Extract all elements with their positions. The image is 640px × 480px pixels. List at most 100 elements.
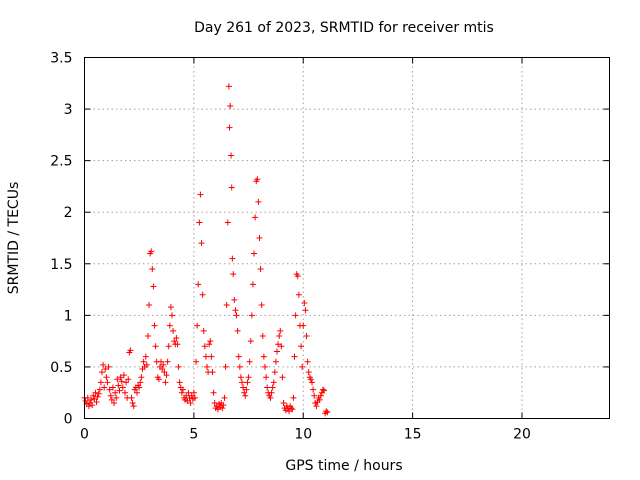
data-point	[234, 327, 241, 334]
data-point	[115, 382, 122, 389]
data-point	[163, 372, 170, 379]
data-point	[305, 369, 312, 376]
data-point	[123, 379, 130, 386]
data-point	[100, 361, 107, 368]
chart-title: Day 261 of 2023, SRMTID for receiver mti…	[194, 20, 494, 36]
data-point	[178, 389, 185, 396]
data-point	[246, 358, 253, 365]
data-point	[226, 124, 233, 131]
data-point	[158, 358, 165, 365]
data-point	[228, 152, 235, 159]
data-point	[206, 341, 213, 348]
data-point	[264, 384, 271, 391]
data-point	[260, 353, 267, 360]
data-points	[81, 83, 331, 417]
data-point	[89, 402, 96, 409]
data-point	[302, 307, 309, 314]
data-point	[116, 387, 123, 394]
y-tick-label: 2	[64, 205, 73, 221]
data-point	[103, 374, 110, 381]
data-point	[171, 338, 178, 345]
data-point	[208, 353, 215, 360]
data-point	[269, 384, 276, 391]
data-point	[184, 397, 191, 404]
data-point	[88, 396, 95, 403]
data-point	[271, 369, 278, 376]
data-point	[309, 379, 315, 386]
data-point	[125, 376, 132, 383]
data-point	[241, 389, 248, 396]
data-point	[316, 396, 323, 403]
data-point	[196, 219, 203, 226]
data-point	[317, 392, 324, 399]
data-point	[94, 393, 101, 400]
data-point	[187, 400, 194, 407]
data-point	[277, 327, 284, 334]
data-point	[237, 374, 244, 381]
data-point	[143, 361, 150, 368]
data-point	[176, 379, 183, 386]
data-point	[148, 248, 155, 255]
data-point	[231, 296, 238, 303]
data-point	[190, 389, 197, 396]
data-point	[288, 405, 295, 412]
data-point	[120, 372, 127, 379]
data-point	[150, 283, 157, 290]
data-point	[236, 363, 243, 370]
data-point	[188, 392, 195, 399]
data-point	[164, 358, 171, 365]
data-point	[200, 327, 207, 334]
data-point	[280, 400, 287, 407]
data-point	[183, 392, 190, 399]
y-tick-label: 0.5	[50, 360, 72, 376]
data-point	[130, 403, 137, 410]
data-point	[93, 398, 100, 405]
data-point	[233, 312, 240, 319]
data-point	[252, 214, 259, 221]
data-point	[228, 184, 235, 191]
x-tick-label: 5	[189, 427, 198, 443]
data-point	[106, 386, 113, 393]
data-point	[191, 394, 198, 401]
data-point	[303, 332, 310, 339]
data-point	[195, 281, 202, 288]
data-point	[230, 271, 237, 278]
data-point	[140, 358, 147, 365]
data-point	[292, 312, 299, 319]
data-point	[248, 312, 255, 319]
data-point	[272, 358, 279, 365]
data-point	[127, 347, 134, 354]
data-point	[249, 281, 256, 288]
data-point	[240, 384, 247, 391]
data-point	[261, 363, 268, 370]
x-tick-label: 10	[294, 427, 312, 443]
data-point	[321, 387, 328, 394]
data-point	[301, 299, 308, 306]
data-point	[129, 400, 136, 407]
data-point	[251, 250, 258, 257]
y-tick-label: 0	[64, 412, 73, 428]
data-point	[209, 369, 216, 376]
data-point	[276, 332, 283, 339]
data-point	[255, 198, 262, 205]
y-tick-label: 3.5	[50, 51, 72, 67]
data-point	[161, 369, 168, 376]
data-point	[166, 322, 173, 329]
data-point	[243, 386, 250, 393]
data-point	[118, 378, 125, 385]
x-axis-label: GPS time / hours	[285, 458, 402, 474]
data-point	[113, 394, 120, 401]
data-point	[185, 389, 192, 396]
data-point	[149, 265, 156, 272]
data-point	[174, 341, 181, 348]
data-point	[299, 363, 306, 370]
data-point	[258, 302, 265, 309]
data-point	[311, 392, 318, 399]
data-point	[310, 386, 317, 393]
data-point	[222, 363, 229, 370]
data-point	[121, 389, 128, 396]
data-point	[82, 397, 89, 404]
data-point	[193, 358, 200, 365]
data-point	[324, 409, 331, 416]
